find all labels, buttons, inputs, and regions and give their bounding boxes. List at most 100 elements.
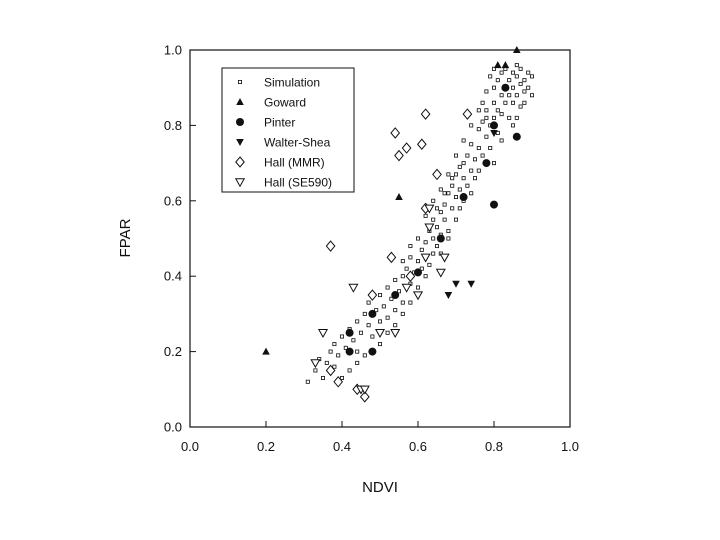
data-point — [494, 61, 502, 69]
data-point — [490, 129, 498, 137]
data-point — [491, 115, 496, 120]
data-point — [514, 93, 519, 98]
legend-entry-label: Simulation — [264, 76, 320, 90]
plot-frame — [189, 49, 571, 428]
data-point — [385, 315, 390, 320]
x-tick-label: 1.0 — [561, 439, 579, 454]
data-point — [522, 100, 527, 105]
data-point — [490, 121, 498, 130]
data-point — [401, 283, 412, 293]
data-point — [390, 127, 401, 139]
data-point — [482, 159, 491, 168]
data-point — [513, 46, 521, 53]
data-point — [419, 247, 424, 252]
data-point — [325, 240, 336, 252]
data-point — [424, 204, 435, 214]
data-point — [374, 329, 386, 338]
data-point — [366, 323, 371, 328]
data-point — [480, 153, 485, 158]
y-tick-label: 1.0 — [164, 43, 182, 58]
data-point — [332, 364, 337, 369]
legend-marker — [234, 178, 246, 188]
data-point — [370, 334, 375, 339]
y-tick-label: 0.8 — [164, 118, 182, 133]
data-point — [359, 385, 370, 395]
data-point — [457, 187, 462, 192]
data-point — [518, 66, 523, 71]
data-point — [442, 191, 447, 196]
data-point — [484, 108, 489, 113]
legend-marker — [235, 156, 245, 168]
legend-items: Simulation Goward Pinter Walter-Shea Hall (M… — [234, 76, 332, 190]
data-point — [530, 93, 535, 98]
data-point — [339, 375, 344, 380]
data-point — [452, 280, 460, 288]
data-point — [453, 153, 458, 158]
data-point — [484, 134, 489, 139]
data-point — [362, 353, 367, 358]
data-point — [420, 108, 431, 120]
data-point — [488, 146, 493, 151]
data-point — [434, 206, 439, 211]
data-point — [501, 61, 510, 69]
data-point — [320, 375, 325, 380]
data-point — [480, 119, 485, 124]
data-point — [442, 217, 447, 222]
data-point — [431, 236, 436, 241]
data-point — [522, 89, 527, 94]
data-point — [393, 308, 398, 313]
data-point — [393, 277, 398, 282]
x-tick-label: 0.4 — [333, 439, 351, 454]
data-point — [400, 259, 405, 264]
data-point — [514, 115, 519, 120]
legend-box — [221, 67, 355, 193]
data-point — [499, 112, 504, 117]
data-point — [404, 266, 409, 271]
data-point — [355, 319, 360, 324]
data-point — [439, 253, 450, 263]
data-point — [457, 164, 462, 169]
legend: Simulation Goward Pinter Walter-Shea Hall (M… — [221, 67, 355, 193]
data-point — [526, 85, 531, 90]
data-point — [514, 74, 519, 79]
data-point — [305, 379, 310, 384]
data-point — [414, 268, 422, 277]
data-point — [359, 391, 370, 403]
data-point — [491, 100, 496, 105]
data-point — [436, 234, 445, 243]
data-point — [450, 206, 455, 211]
y-tick-label: 0.6 — [164, 193, 182, 208]
legend-entry-label: Hall (MMR) — [264, 156, 325, 170]
data-point — [514, 63, 519, 68]
x-tick-label: 0.0 — [181, 439, 199, 454]
legend-marker — [236, 118, 244, 126]
data-point — [427, 262, 432, 267]
data-point — [355, 360, 360, 365]
data-point — [391, 291, 400, 300]
data-point — [412, 291, 424, 301]
data-point — [495, 130, 500, 135]
data-point — [408, 300, 413, 305]
data-point — [339, 334, 344, 339]
data-point — [368, 347, 377, 356]
data-point — [394, 149, 404, 162]
legend-marker — [237, 80, 242, 85]
data-point — [336, 353, 341, 358]
data-point — [457, 206, 462, 211]
data-point — [461, 161, 466, 166]
data-point — [400, 274, 405, 279]
data-point — [313, 368, 318, 373]
data-point — [499, 70, 504, 75]
data-point — [446, 172, 451, 177]
data-point — [490, 200, 498, 209]
data-point — [461, 138, 466, 143]
data-point — [400, 300, 405, 305]
data-point — [401, 142, 412, 154]
data-points — [262, 46, 535, 403]
data-point — [501, 83, 510, 92]
data-point — [434, 225, 439, 230]
data-point — [317, 329, 329, 338]
data-point — [385, 330, 390, 335]
data-point — [507, 78, 512, 83]
